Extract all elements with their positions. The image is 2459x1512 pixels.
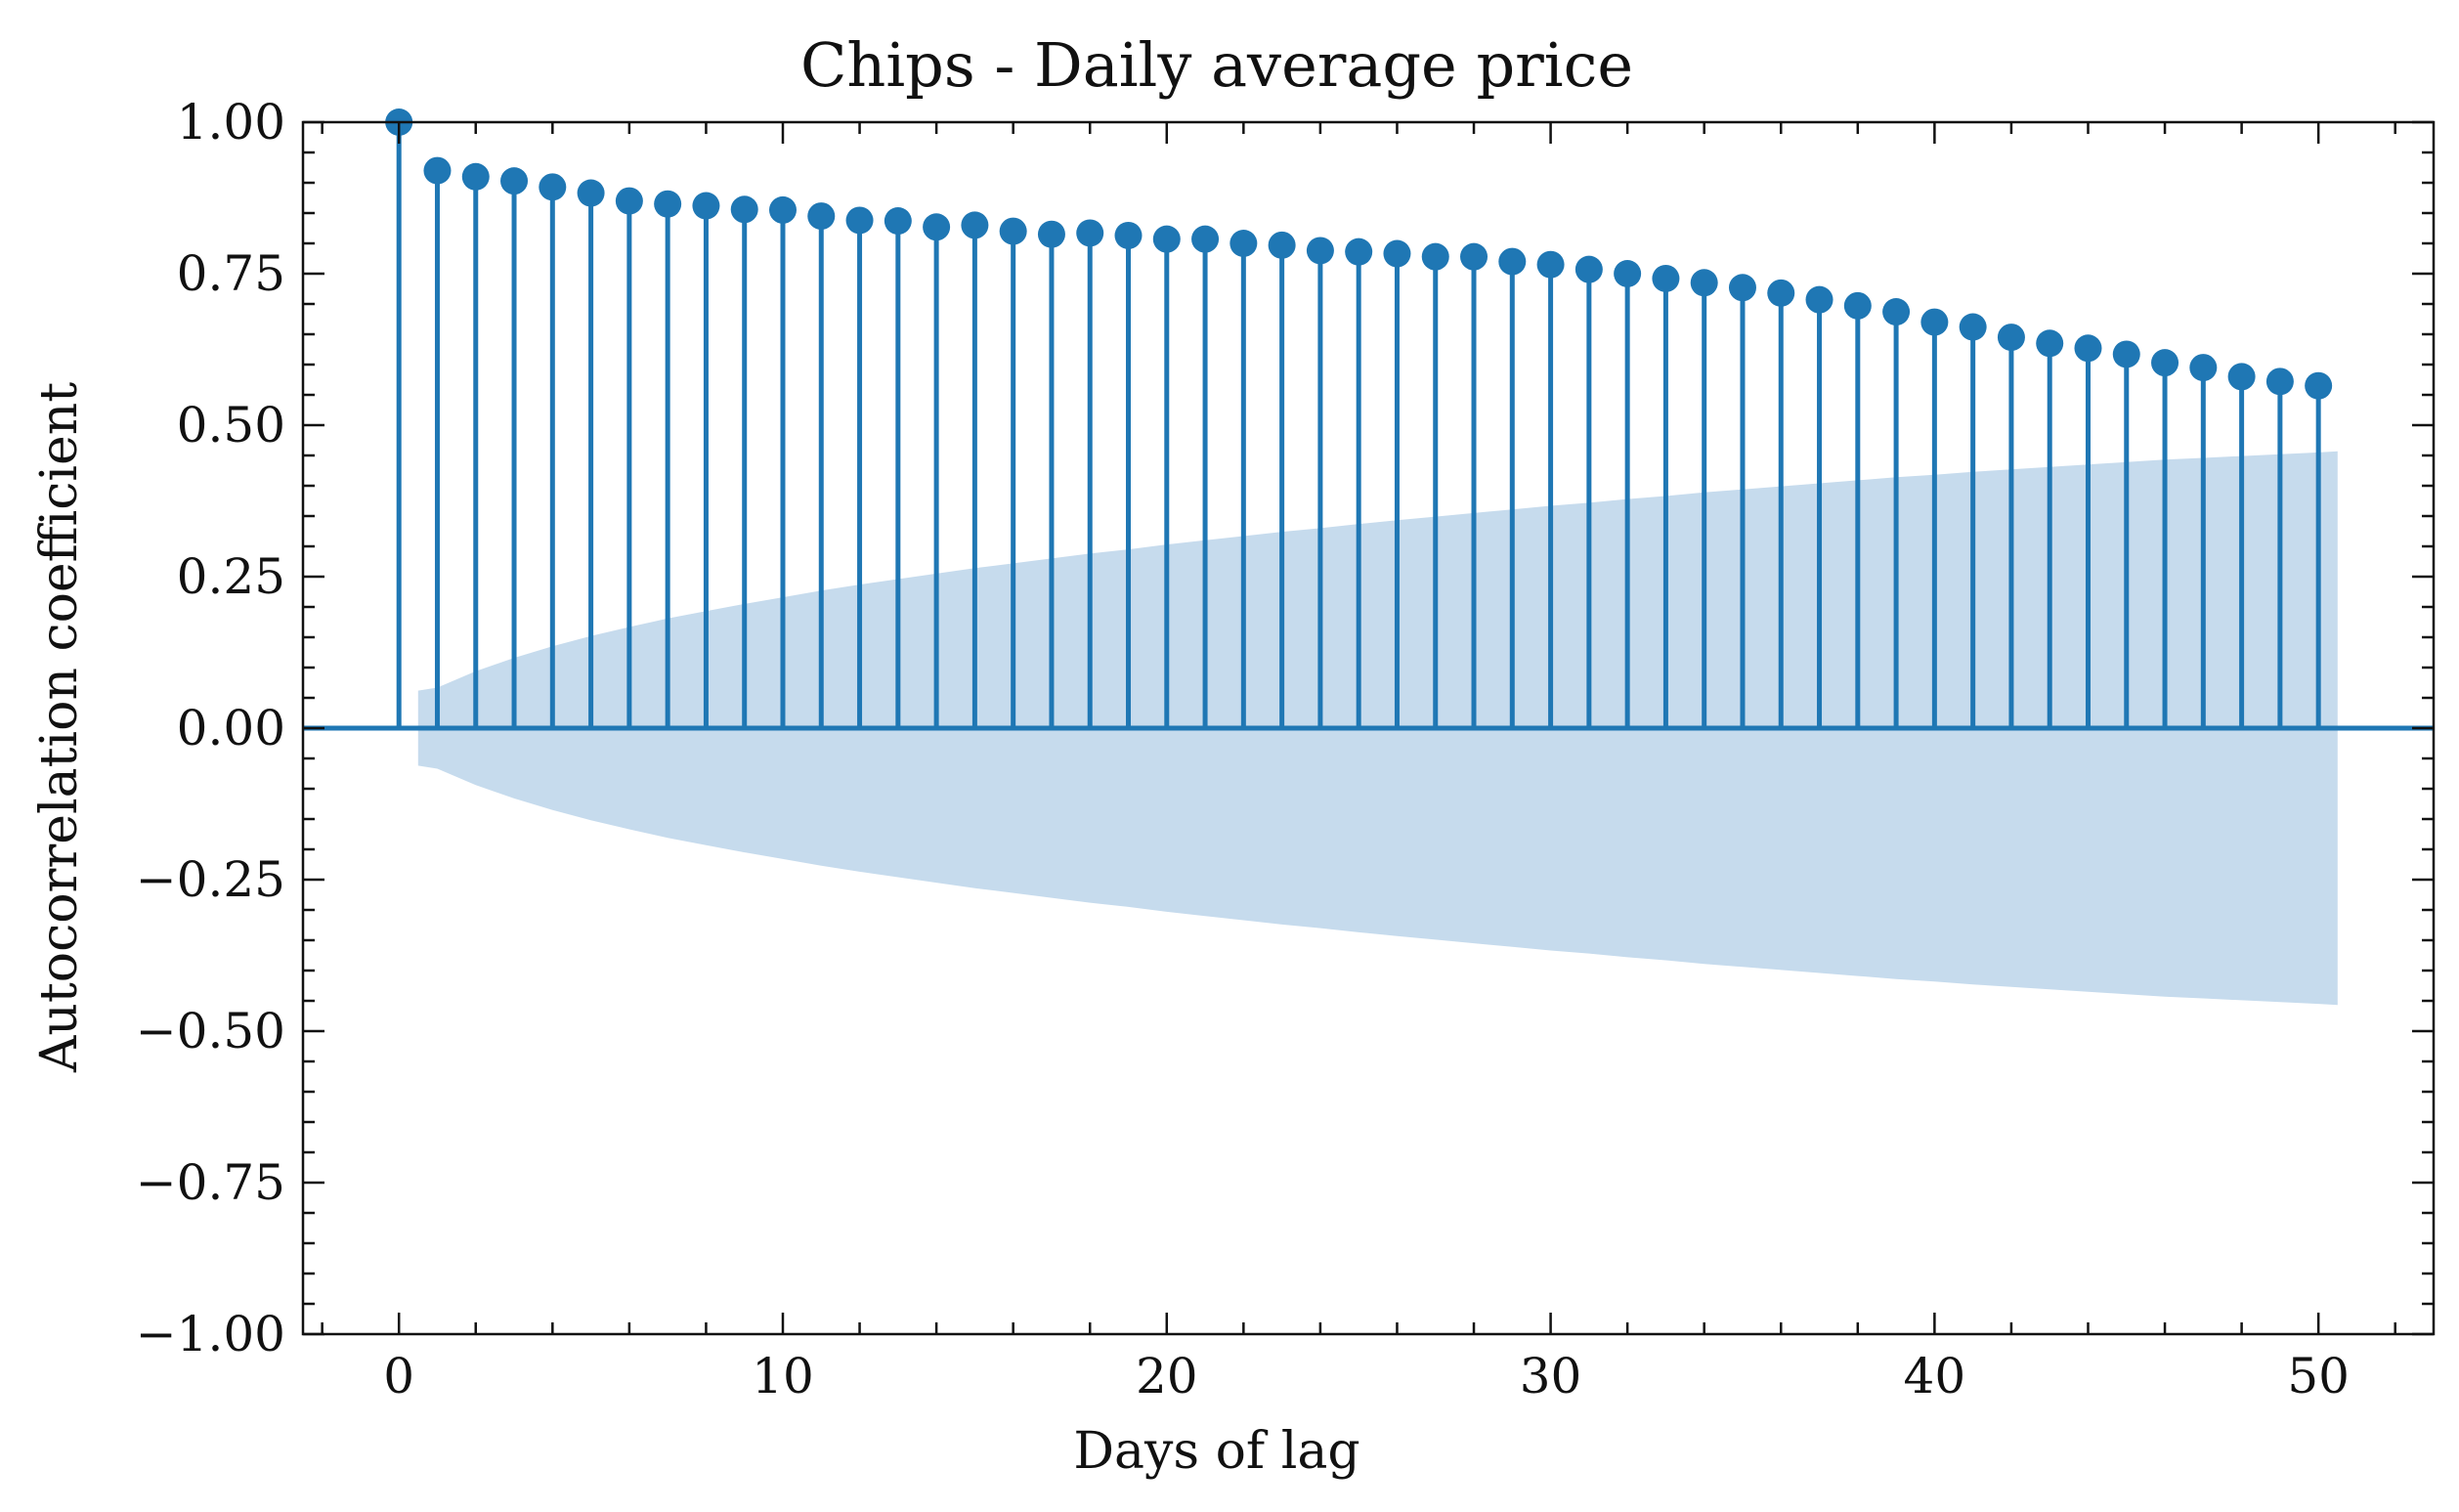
acf-point <box>1575 255 1603 283</box>
acf-point <box>1728 274 1756 302</box>
acf-point <box>1306 237 1334 265</box>
acf-point <box>845 206 874 235</box>
y-tick-label: 0.50 <box>177 397 285 454</box>
acf-point <box>1037 220 1065 248</box>
plot-area: 0 10 20 30 40 50 1.00 0.75 0.50 0.25 0.00 −0.25 −0.5… <box>136 94 2436 1404</box>
acf-point <box>1805 285 1833 314</box>
acf-point <box>1152 225 1181 253</box>
acf-point <box>807 202 836 231</box>
y-tick-label: −1.00 <box>136 1306 285 1362</box>
acf-point <box>1843 291 1872 320</box>
acf-point <box>999 217 1027 245</box>
acf-point <box>768 195 797 224</box>
acf-point <box>2151 349 2179 377</box>
acf-point <box>2305 371 2333 400</box>
acf-point <box>1191 225 1220 253</box>
acf-point <box>2227 363 2256 391</box>
acf-point <box>2265 367 2294 396</box>
acf-point <box>1614 260 1642 287</box>
acf-point <box>1460 242 1488 271</box>
acf-point <box>2189 354 2218 382</box>
y-tick-label: 0.25 <box>177 548 285 605</box>
acf-point <box>461 162 490 191</box>
acf-point <box>692 192 720 220</box>
y-tick-label: −0.75 <box>136 1154 285 1211</box>
acf-point <box>1920 308 1949 336</box>
acf-point <box>500 167 529 195</box>
acf-point <box>1652 264 1680 292</box>
y-tick-label: −0.25 <box>136 851 285 908</box>
acf-point <box>1882 298 1911 326</box>
acf-point <box>884 207 912 236</box>
acf-point <box>2074 334 2102 363</box>
x-tick-label: 50 <box>2287 1348 2350 1404</box>
acf-point <box>1268 231 1296 259</box>
acf-point <box>539 173 567 201</box>
acf-point <box>654 190 682 218</box>
acf-point <box>1345 238 1373 266</box>
acf-point <box>1498 247 1527 276</box>
x-tick-label: 40 <box>1904 1348 1966 1404</box>
y-tick-label: 0.00 <box>177 700 285 756</box>
x-tick-label: 10 <box>752 1348 814 1404</box>
acf-point <box>423 156 452 185</box>
x-tick-label: 0 <box>383 1348 414 1404</box>
acf-point <box>923 213 951 241</box>
acf-point <box>577 179 605 207</box>
acf-point <box>1230 230 1258 257</box>
y-tick-label: −0.50 <box>136 1003 285 1059</box>
x-tick-label: 30 <box>1520 1348 1582 1404</box>
x-axis-label: Days of lag <box>1073 1422 1359 1481</box>
y-tick-label: 1.00 <box>177 94 285 151</box>
acf-point <box>1536 250 1565 279</box>
x-tick-label: 20 <box>1136 1348 1198 1404</box>
y-axis-label: Autocorrelation coefficient <box>30 382 89 1073</box>
acf-point <box>1383 239 1411 268</box>
acf-point <box>2112 340 2140 368</box>
acf-point <box>1076 219 1104 247</box>
acf-point <box>1997 324 2025 352</box>
acf-point <box>1114 221 1143 249</box>
y-tick-label: 0.75 <box>177 245 285 302</box>
acf-point <box>730 195 758 224</box>
acf-point <box>1959 313 1987 341</box>
acf-point <box>1690 269 1718 297</box>
acf-point <box>2036 329 2064 358</box>
acf-point <box>1421 242 1449 271</box>
acf-point <box>961 211 989 239</box>
chart-title: Chips - Daily average price <box>800 29 1633 101</box>
acf-point <box>1767 279 1795 307</box>
acf-point <box>615 187 643 215</box>
